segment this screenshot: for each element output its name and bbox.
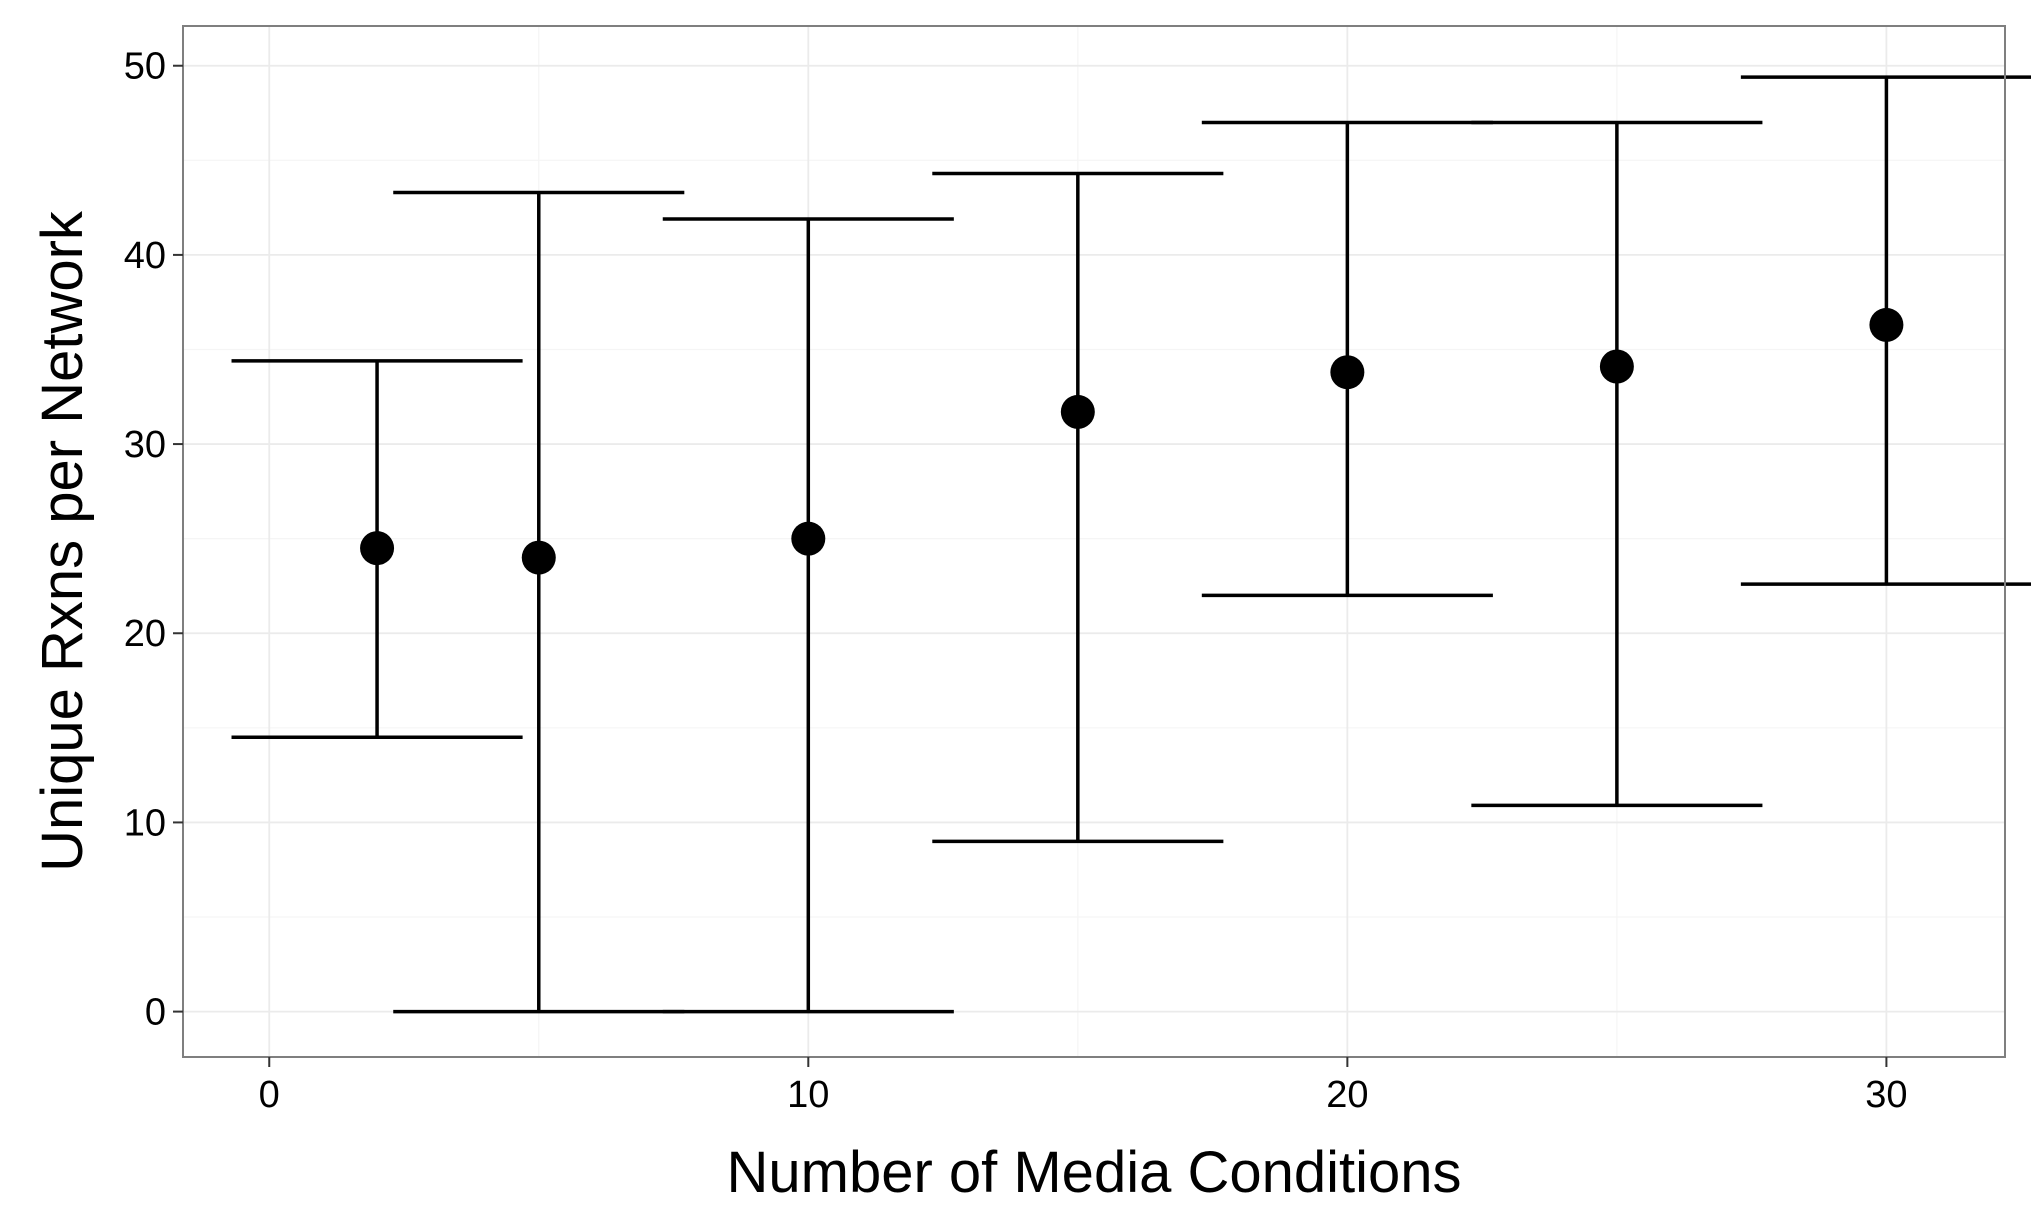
axis-ticks [173, 64, 1888, 1067]
x-tick-label: 20 [1326, 1074, 1368, 1116]
y-tick-label: 10 [124, 802, 166, 844]
data-marks [231, 75, 2031, 1014]
y-axis-title: Unique Rxns per Network [30, 210, 95, 872]
tick-labels: 0 10 20 30 0 10 20 30 40 50 [124, 46, 1908, 1116]
x-tick-label: 0 [259, 1074, 280, 1116]
data-point [360, 531, 395, 566]
panel-border [182, 25, 2006, 1058]
x-tick-label: 10 [787, 1074, 829, 1116]
y-tick-label: 30 [124, 424, 166, 466]
y-tick-label: 0 [145, 992, 166, 1034]
data-point [1869, 307, 1904, 342]
data-point [521, 540, 556, 575]
data-point [1330, 355, 1365, 390]
data-point [791, 521, 826, 556]
data-point [1060, 394, 1095, 429]
y-tick-label: 50 [124, 46, 166, 88]
data-point [1599, 349, 1634, 384]
y-tick-label: 40 [124, 235, 166, 277]
x-tick-label: 30 [1865, 1074, 1907, 1116]
x-axis-title: Number of Media Conditions [726, 1140, 1461, 1205]
y-tick-label: 20 [124, 613, 166, 655]
